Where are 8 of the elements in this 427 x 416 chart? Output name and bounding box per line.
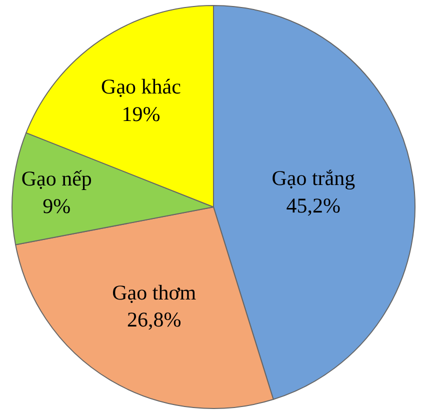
data-label: 26,8% bbox=[127, 308, 182, 332]
data-label: 9% bbox=[42, 194, 71, 218]
slice-label: Gạo nếp bbox=[21, 166, 92, 191]
slice-label: Gạo khác bbox=[101, 74, 181, 99]
slice-label: Gạo trắng bbox=[272, 166, 356, 190]
data-label: 19% bbox=[122, 102, 160, 126]
slice-label: Gạo thơm bbox=[112, 280, 196, 304]
data-label: 45,2% bbox=[286, 193, 341, 218]
